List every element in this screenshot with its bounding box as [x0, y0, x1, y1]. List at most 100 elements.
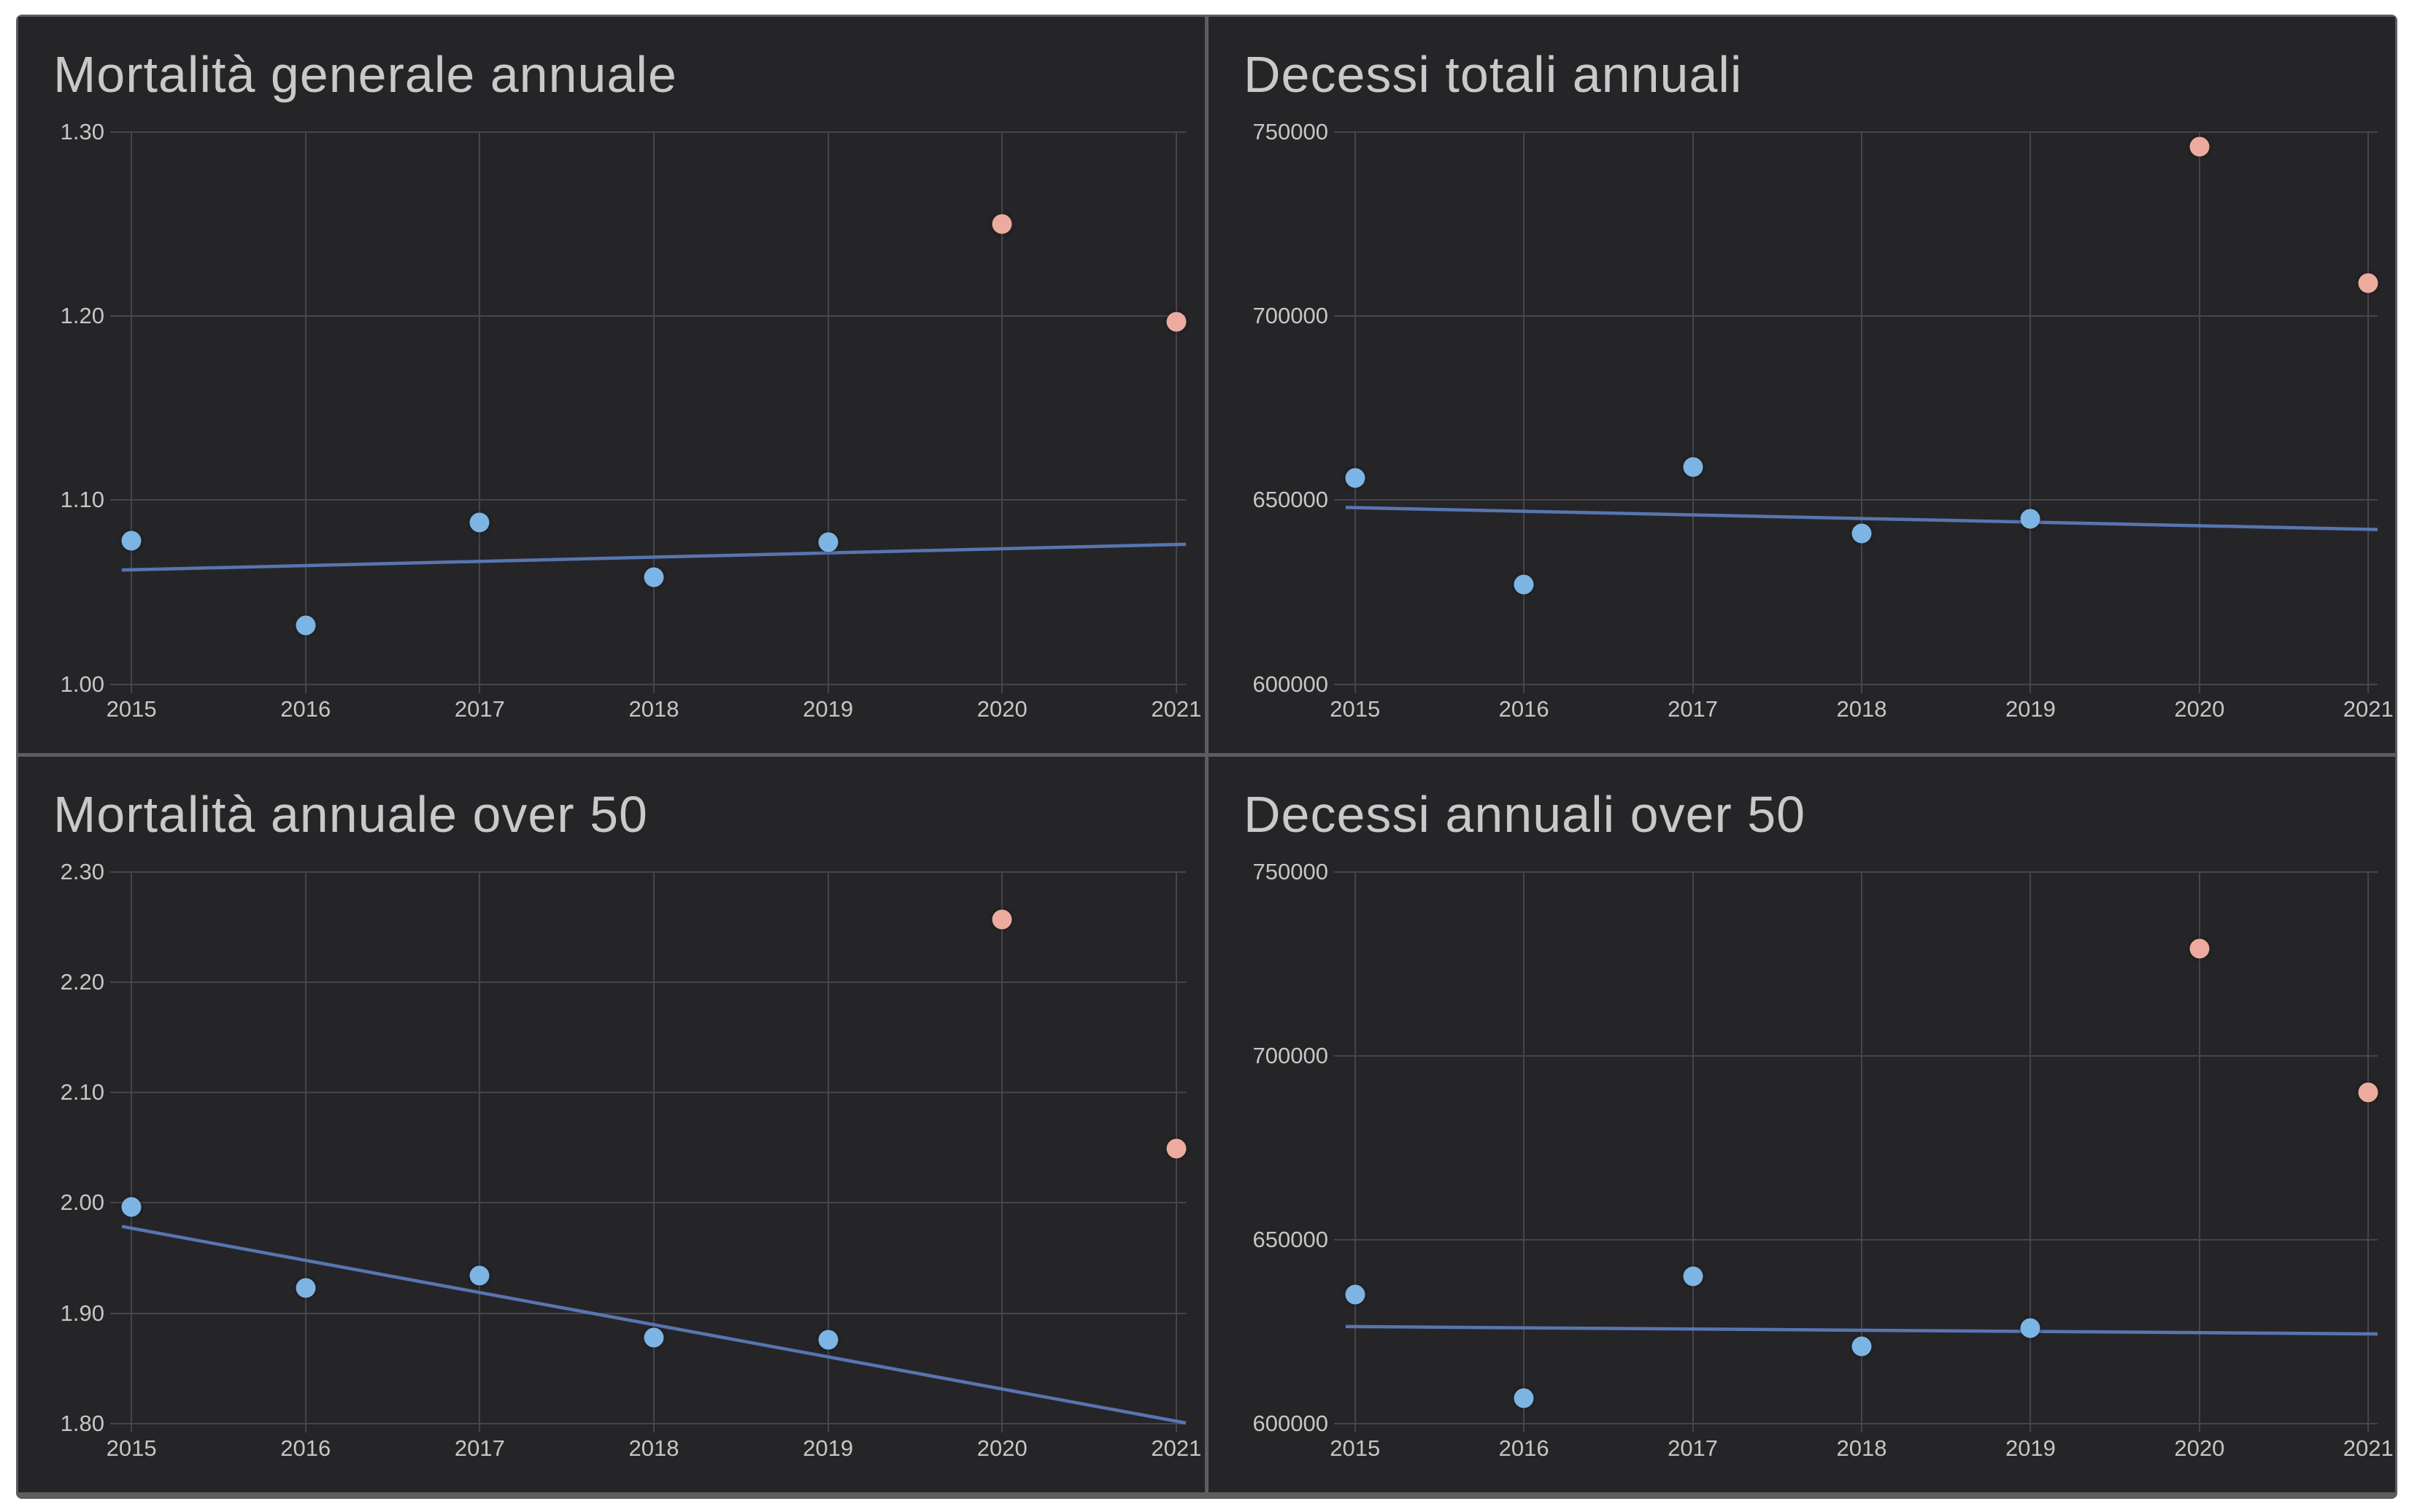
x-axis-tick-label: 2019: [803, 695, 854, 722]
trendline-segment: [122, 1226, 1186, 1422]
chart-title-mortalita-generale: Mortalità generale annuale: [53, 46, 677, 103]
x-gridline: [479, 132, 481, 693]
data-point-2020: [2189, 136, 2210, 157]
x-axis-tick-label: 2018: [628, 695, 679, 722]
x-gridline: [1523, 871, 1525, 1432]
data-point-2017: [469, 1265, 490, 1286]
y-gridline: [1334, 1054, 2378, 1057]
data-point-2016: [1514, 1388, 1534, 1408]
x-axis-tick-label: 2019: [2005, 1435, 2056, 1461]
y-gridline: [110, 981, 1186, 983]
panel-decessi-totali-annuali: Decessi totali annuali 600000 650000 70000…: [1209, 17, 2395, 753]
x-gridline: [653, 871, 655, 1432]
x-gridline: [653, 132, 655, 693]
y-gridline: [1334, 871, 2378, 873]
x-axis-tick-label: 2021: [1151, 1435, 1202, 1461]
y-axis-tick-label: 2.30: [60, 858, 104, 884]
x-gridline: [1354, 871, 1356, 1432]
plot-area-mortalita-over-50: 1.80 1.90 2.00 2.10 2.20 2.30 2015 2016 2017 2018…: [61, 859, 1202, 1462]
data-point-2018: [644, 1327, 664, 1348]
x-gridline: [131, 132, 133, 693]
panel-mortalita-generale-annuale: Mortalità generale annuale 1.00 1.10 1.20 1…: [18, 17, 1205, 753]
x-gridline: [2030, 132, 2032, 693]
x-gridline: [1692, 871, 1694, 1432]
y-gridline: [1334, 1238, 2378, 1241]
y-gridline: [110, 1202, 1186, 1204]
x-axis-tick-label: 2016: [1498, 695, 1549, 722]
x-gridline: [827, 871, 829, 1432]
y-axis-tick-label: 1.20: [60, 303, 104, 329]
x-axis-tick-label: 2021: [2343, 695, 2394, 722]
y-gridline: [1334, 1423, 2378, 1424]
y-gridline: [110, 1312, 1186, 1314]
data-point-2018: [644, 567, 664, 587]
y-axis-tick-label: 1.10: [60, 487, 104, 513]
plot-area-mortalita-generale: 1.00 1.10 1.20 1.30 2015 2016 2017 2018 2019 2020…: [61, 119, 1202, 722]
x-axis-tick-label: 2016: [280, 1435, 331, 1461]
data-point-2015: [1345, 468, 1365, 488]
x-axis-tick-label: 2017: [1668, 695, 1719, 722]
x-axis-tick-label: 2019: [2005, 695, 2056, 722]
chart-title-mortalita-over-50: Mortalità annuale over 50: [53, 785, 648, 843]
data-point-2019: [818, 1330, 839, 1350]
x-axis-tick-label: 2020: [976, 695, 1028, 722]
x-gridline: [1523, 132, 1525, 693]
trendline-segment: [122, 544, 1186, 570]
y-axis-tick-label: 1.00: [60, 671, 104, 697]
y-gridline: [110, 315, 1186, 317]
trendline-segment: [1346, 1326, 2378, 1333]
y-gridline: [110, 1092, 1186, 1094]
x-gridline: [1354, 132, 1356, 693]
charts-dashboard: Mortalità generale annuale 1.00 1.10 1.20 1…: [16, 15, 2397, 1499]
data-point-2020: [992, 909, 1012, 930]
x-axis-tick-label: 2021: [1151, 695, 1202, 722]
y-axis-tick-label: 1.90: [60, 1300, 104, 1326]
x-gridline: [2367, 132, 2370, 693]
chart-title-decessi-over-50: Decessi annuali over 50: [1244, 785, 1806, 843]
data-point-2021: [2358, 273, 2378, 293]
y-gridline: [110, 499, 1186, 501]
y-axis-tick-label: 2.10: [60, 1079, 104, 1106]
y-axis-tick-label: 750000: [1252, 858, 1328, 884]
x-axis-tick-label: 2015: [1330, 695, 1381, 722]
panel-mortalita-annuale-over-50: Mortalità annuale over 50 1.80 1.90 2.00 2.…: [18, 756, 1205, 1492]
y-axis-tick-label: 2.00: [60, 1189, 104, 1216]
x-axis-tick-label: 2019: [803, 1435, 854, 1461]
x-gridline: [1001, 871, 1003, 1432]
trendline: [1346, 872, 2378, 1424]
x-axis-tick-label: 2017: [454, 1435, 505, 1461]
data-point-2017: [469, 512, 490, 533]
data-point-2016: [296, 615, 316, 636]
y-gridline: [1334, 683, 2378, 685]
x-axis-tick-label: 2018: [628, 1435, 679, 1461]
data-point-2016: [1514, 574, 1534, 595]
data-point-2017: [1683, 457, 1703, 477]
x-axis-tick-label: 2016: [280, 695, 331, 722]
trendline: [1346, 132, 2378, 684]
y-axis-tick-label: 1.30: [60, 119, 104, 144]
y-axis-tick-label: 750000: [1252, 119, 1328, 144]
x-gridline: [1861, 871, 1862, 1432]
x-axis-tick-label: 2015: [106, 1435, 157, 1461]
data-point-2015: [1345, 1284, 1365, 1305]
y-axis-tick-label: 600000: [1252, 671, 1328, 697]
x-axis-tick-label: 2015: [106, 695, 157, 722]
y-gridline: [1334, 499, 2378, 501]
x-gridline: [304, 871, 307, 1432]
data-point-2021: [1166, 1138, 1187, 1159]
plot-area-decessi-totali: 600000 650000 700000 750000 2015 2016 2017 2018…: [1253, 119, 2394, 722]
data-point-2016: [296, 1278, 316, 1298]
chart-title-decessi-totali: Decessi totali annuali: [1244, 46, 1743, 103]
x-axis-tick-label: 2020: [976, 1435, 1028, 1461]
x-axis-tick-label: 2020: [2174, 1435, 2225, 1461]
data-point-2018: [1851, 523, 1872, 544]
trendline-segment: [1346, 507, 2378, 529]
x-gridline: [2198, 871, 2200, 1432]
x-gridline: [2030, 871, 2032, 1432]
x-gridline: [2367, 871, 2370, 1432]
panel-decessi-annuali-over-50: Decessi annuali over 50 600000 650000 7000…: [1209, 756, 2395, 1492]
y-gridline: [110, 131, 1186, 133]
trendline: [122, 132, 1186, 684]
data-point-2019: [2020, 509, 2040, 529]
plot-area-decessi-over-50: 600000 650000 700000 750000 2015 2016 2017 2018…: [1253, 859, 2394, 1462]
